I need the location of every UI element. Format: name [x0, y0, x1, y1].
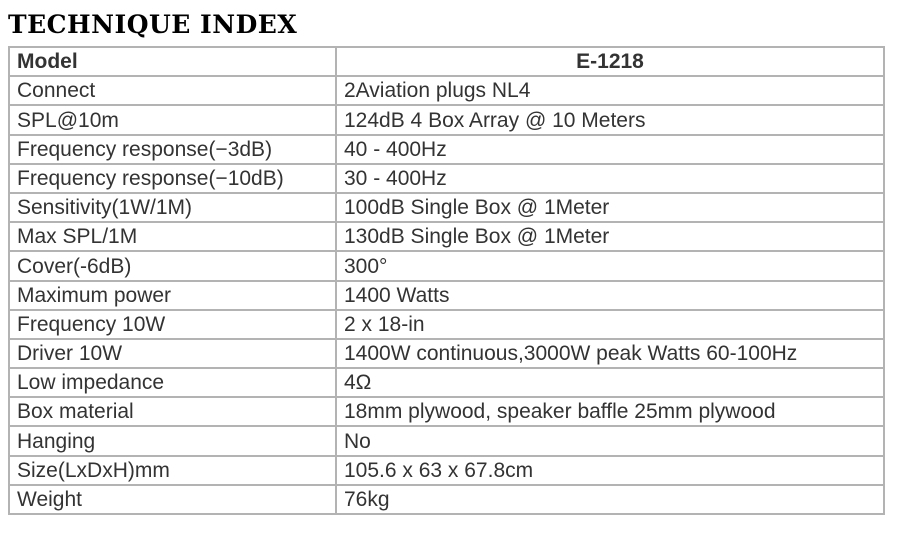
table-header-row: Model E-1218 [8, 45, 885, 78]
table-row: Hanging No [8, 425, 885, 457]
spec-label: Driver 10W [8, 337, 337, 370]
table-row: Max SPL/1M 130dB Single Box @ 1Meter [8, 221, 885, 253]
table-row: Size(LxDxH)mm 105.6 x 63 x 67.8cm [8, 454, 885, 486]
spec-value: 4Ω [335, 367, 885, 399]
spec-label: Hanging [8, 425, 337, 457]
spec-label: Connect [8, 75, 337, 107]
spec-value: 105.6 x 63 x 67.8cm [335, 454, 885, 486]
spec-value: 300° [335, 250, 885, 282]
spec-value: 76kg [335, 483, 885, 516]
spec-value: 2Aviation plugs NL4 [335, 75, 885, 107]
table-row: Weight 76kg [8, 483, 885, 516]
spec-value: 30 - 400Hz [335, 162, 885, 194]
table-row: Box material 18mm plywood, speaker baffle… [8, 396, 885, 428]
spec-label: Frequency response(−10dB) [8, 162, 337, 194]
spec-value: 1400 Watts [335, 279, 885, 311]
table-row: Sensitivity(1W/1M) 100dB Single Box @ 1Me… [8, 191, 885, 224]
spec-label: Weight [8, 483, 337, 516]
spec-label: Size(LxDxH)mm [8, 454, 337, 486]
page-title: TECHNIQUE INDEX [8, 10, 298, 39]
spec-value: 100dB Single Box @ 1Meter [335, 191, 885, 224]
spec-value: 18mm plywood, speaker baffle 25mm plywoo… [335, 396, 885, 428]
spec-label: Box material [8, 396, 337, 428]
spec-label: Low impedance [8, 367, 337, 399]
table-row: Connect 2Aviation plugs NL4 [8, 75, 885, 107]
spec-value: 1400W continuous,3000W peak Watts 60-100… [335, 337, 885, 370]
spec-value: No [335, 425, 885, 457]
spec-table: Model E-1218 Connect 2Aviation plugs NL4 S… [8, 45, 885, 516]
table-row: SPL@10m 124dB 4 Box Array @ 10 Meters [8, 104, 885, 136]
table-row: Maximum power 1400 Watts [8, 279, 885, 311]
spec-value: 40 - 400Hz [335, 133, 885, 165]
table-row: Cover(-6dB) 300° [8, 250, 885, 282]
spec-label: Cover(-6dB) [8, 250, 337, 282]
spec-label: Max SPL/1M [8, 221, 337, 253]
spec-label: Maximum power [8, 279, 337, 311]
spec-label: Frequency response(−3dB) [8, 133, 337, 165]
table-row: Low impedance 4Ω [8, 367, 885, 399]
spec-value: 124dB 4 Box Array @ 10 Meters [335, 104, 885, 136]
spec-label: Frequency 10W [8, 308, 337, 340]
spec-value: 130dB Single Box @ 1Meter [335, 221, 885, 253]
table-row: Frequency response(−3dB) 40 - 400Hz [8, 133, 885, 165]
table-row: Frequency response(−10dB) 30 - 400Hz [8, 162, 885, 194]
table-row: Frequency 10W 2 x 18-in [8, 308, 885, 340]
spec-label: Sensitivity(1W/1M) [8, 191, 337, 224]
spec-label: SPL@10m [8, 104, 337, 136]
header-label: Model [8, 45, 337, 78]
header-value: E-1218 [335, 45, 885, 78]
spec-value: 2 x 18-in [335, 308, 885, 340]
table-row: Driver 10W 1400W continuous,3000W peak Wa… [8, 337, 885, 370]
